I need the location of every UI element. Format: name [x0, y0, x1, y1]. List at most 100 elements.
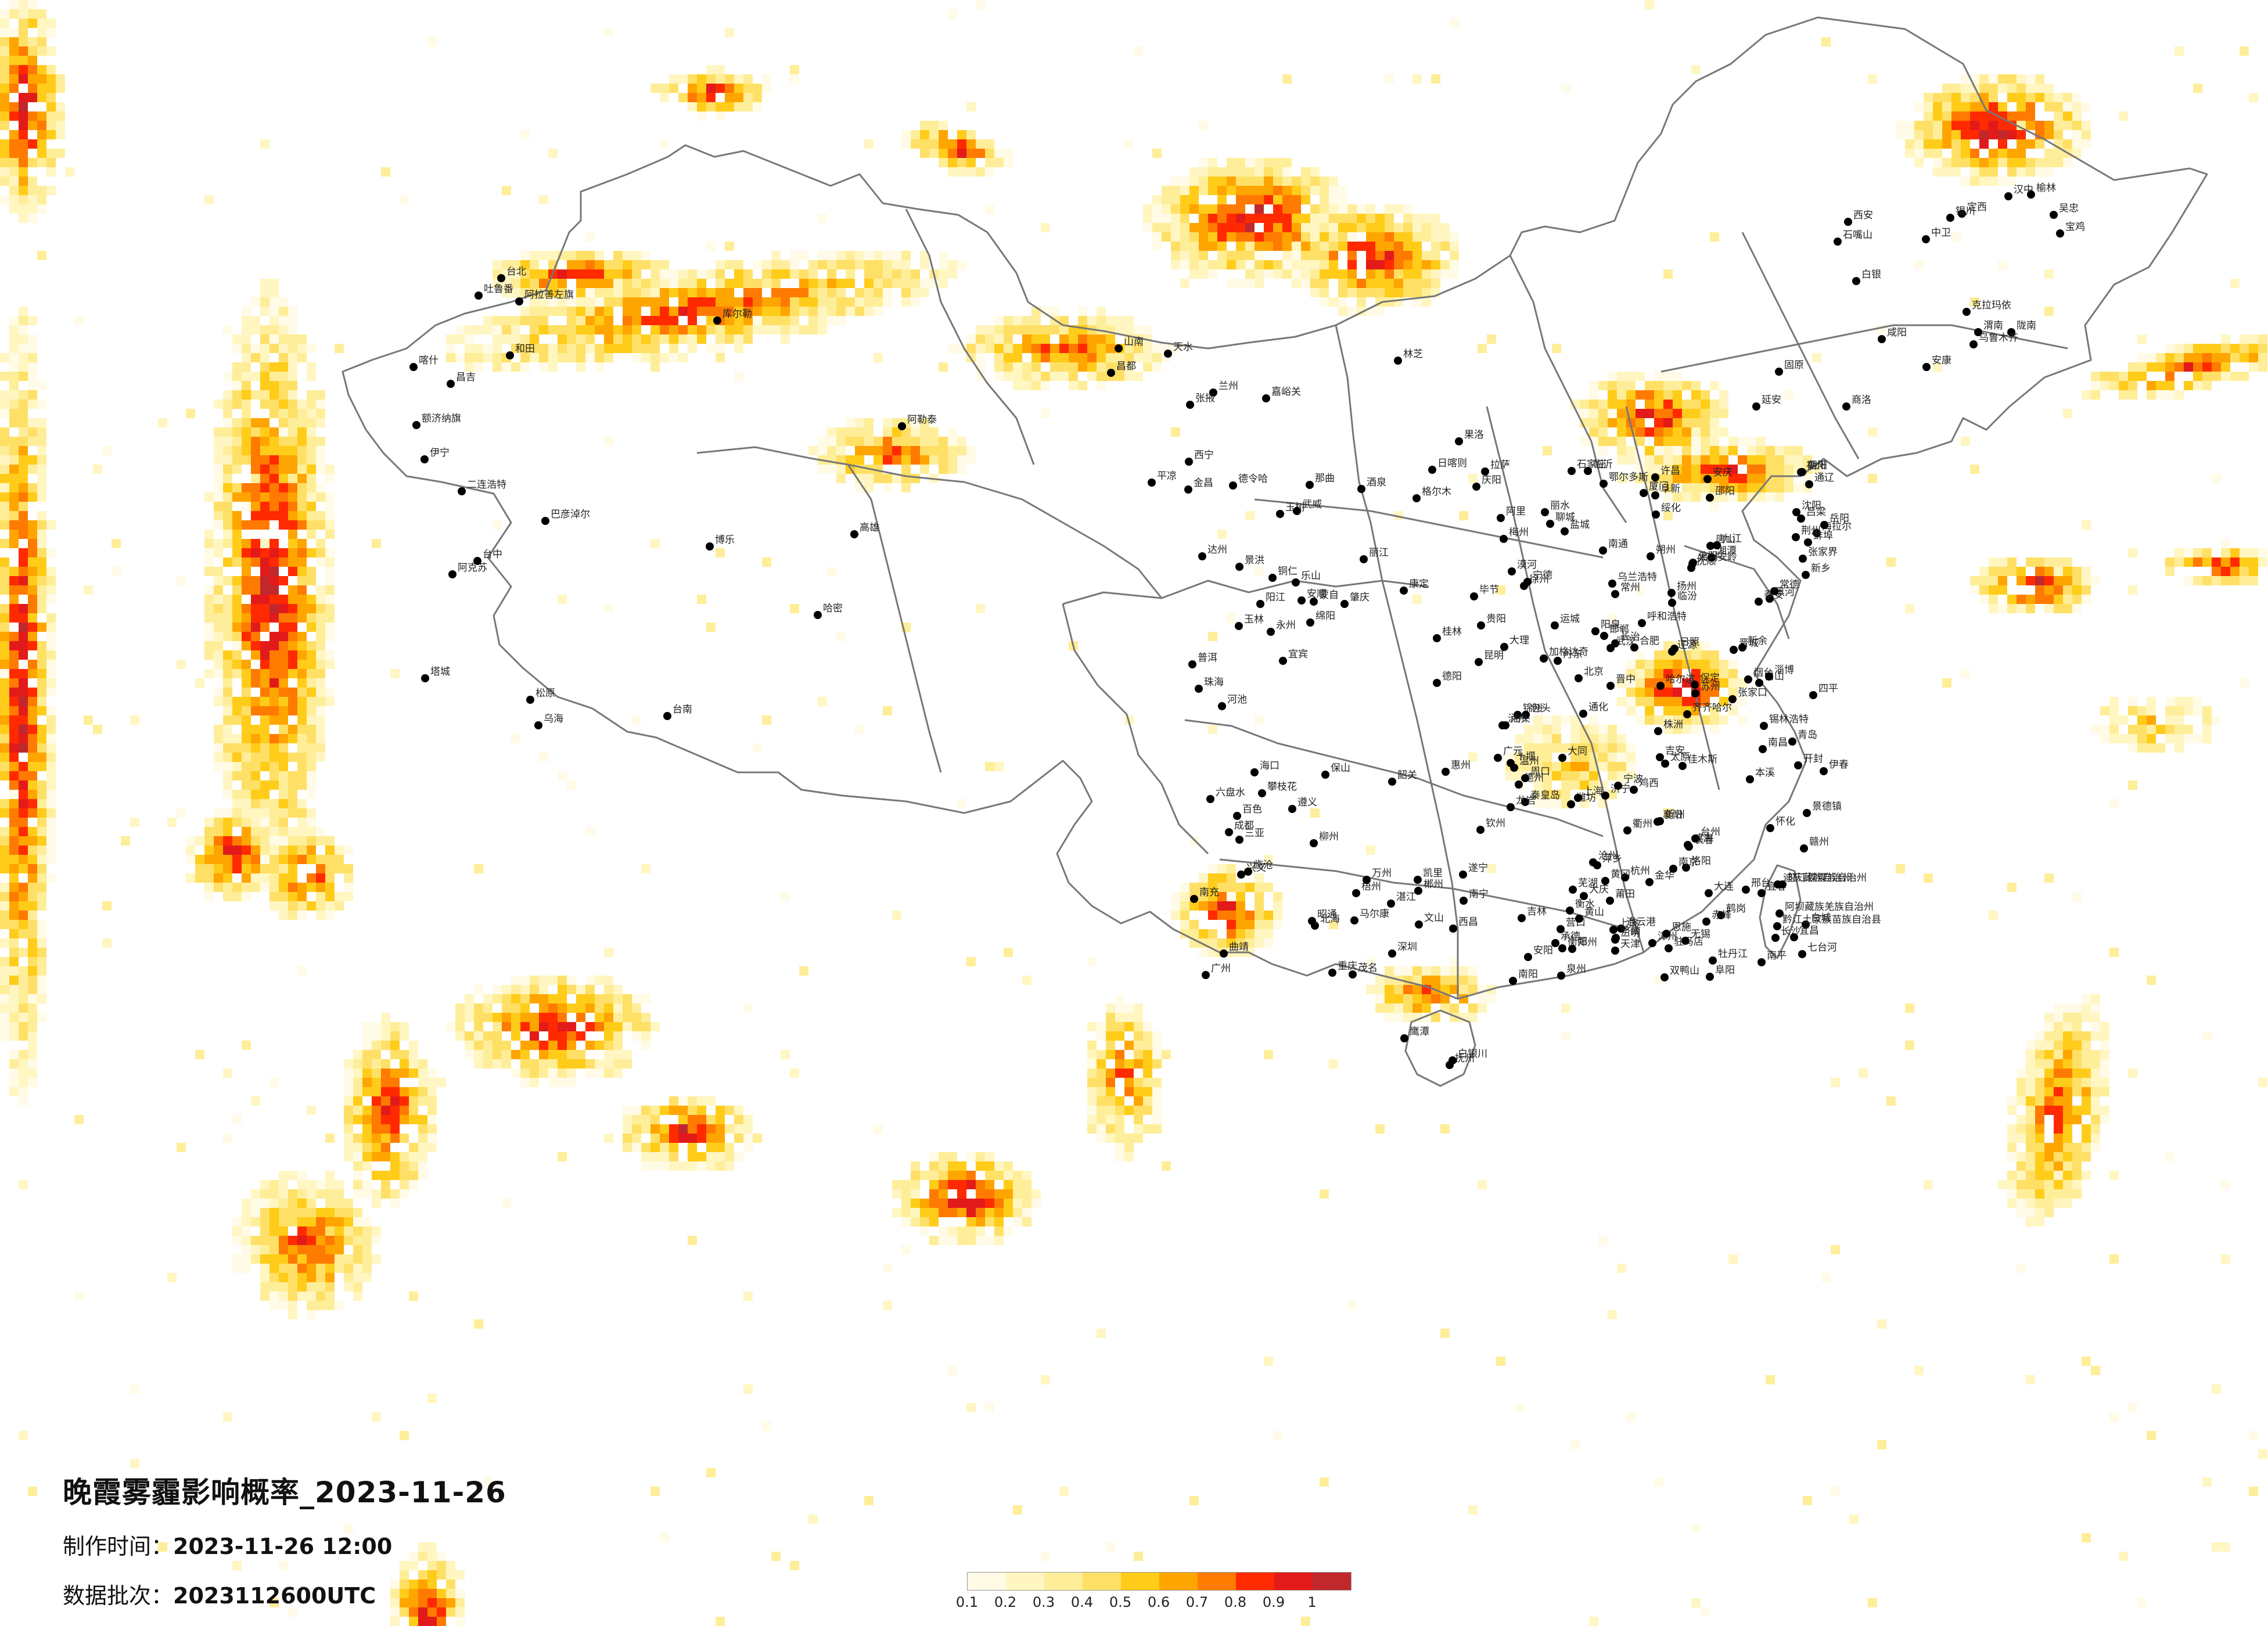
haze-cell [613, 1059, 623, 1069]
haze-cell [2249, 93, 2258, 102]
haze-cell [641, 1041, 650, 1050]
haze-cell [558, 985, 567, 994]
haze-cell [418, 1143, 427, 1152]
haze-cell [260, 715, 269, 725]
haze-cell [2249, 548, 2258, 557]
haze-cell [0, 632, 9, 641]
haze-cell [1320, 177, 1329, 186]
haze-cell [2063, 1106, 2072, 1115]
haze-cell [28, 483, 37, 492]
haze-cell [1608, 790, 1617, 799]
haze-cell [2082, 130, 2091, 139]
haze-cell [948, 269, 957, 279]
haze-cell [2212, 372, 2221, 381]
haze-cell [214, 511, 223, 520]
haze-cell [0, 446, 9, 455]
haze-cell [920, 446, 929, 455]
haze-cell [1663, 381, 1673, 390]
haze-cell [2063, 1069, 2072, 1078]
haze-cell [325, 873, 335, 883]
haze-cell [1673, 437, 1682, 446]
haze-cell [297, 1245, 307, 1254]
haze-cell [1106, 344, 1115, 353]
haze-cell [2249, 557, 2258, 567]
haze-cell [827, 567, 836, 576]
haze-cell [883, 483, 892, 492]
haze-cell [1570, 762, 1580, 771]
haze-cell [1245, 167, 1255, 177]
haze-cell [2202, 715, 2212, 725]
haze-cell [493, 985, 502, 994]
haze-cell [1719, 660, 1728, 669]
haze-cell [1756, 474, 1766, 483]
haze-cell [28, 864, 37, 873]
haze-cell [939, 1189, 948, 1199]
haze-cell [920, 427, 929, 437]
haze-cell [1106, 1050, 1115, 1059]
haze-cell [1515, 743, 1524, 753]
haze-cell [1282, 167, 1292, 177]
haze-cell [1152, 232, 1162, 242]
haze-cell [269, 325, 279, 334]
haze-cell [994, 353, 1004, 362]
haze-cell [1013, 1171, 1022, 1180]
haze-cell [1189, 204, 1199, 214]
haze-cell [604, 985, 613, 994]
haze-cell [251, 1096, 260, 1106]
city-dot [1705, 889, 1713, 897]
haze-cell [335, 344, 344, 353]
haze-cell [1412, 297, 1422, 307]
city-marker: 邢台 [1742, 877, 1771, 894]
haze-cell [1227, 613, 1236, 623]
haze-cell [251, 604, 260, 613]
haze-cell [232, 762, 242, 771]
haze-cell [400, 1180, 409, 1189]
haze-cell [288, 725, 297, 734]
haze-cell [1134, 1096, 1143, 1106]
city-label: 朝阳 [1807, 460, 1827, 472]
haze-cell [511, 288, 520, 297]
haze-cell [307, 344, 316, 353]
haze-cell [1766, 483, 1775, 492]
haze-cell [9, 1087, 19, 1096]
haze-cell [1189, 167, 1199, 177]
haze-cell [223, 688, 232, 697]
haze-cell [223, 400, 232, 409]
haze-cell [502, 316, 511, 325]
haze-cell [251, 595, 260, 604]
haze-cell [260, 390, 269, 400]
haze-cell [19, 771, 28, 780]
haze-cell [28, 111, 37, 121]
haze-cell [297, 1226, 307, 1236]
haze-cell [2054, 1143, 2063, 1152]
haze-cell [279, 911, 288, 920]
haze-cell [19, 520, 28, 530]
haze-cell [1533, 799, 1543, 808]
haze-cell [269, 846, 279, 855]
haze-cell [1217, 260, 1227, 269]
haze-cell [28, 976, 37, 985]
city-dot [1557, 925, 1565, 933]
haze-cell [1180, 214, 1189, 223]
haze-cell [1385, 204, 1394, 214]
haze-cell [242, 437, 251, 446]
haze-cell [604, 994, 613, 1003]
haze-cell [1979, 121, 1989, 130]
haze-cell [1255, 204, 1264, 214]
haze-cell [1710, 455, 1719, 465]
haze-cell [242, 873, 251, 883]
haze-cell [9, 650, 19, 660]
haze-cell [1403, 985, 1412, 994]
haze-cell [688, 269, 697, 279]
haze-cell [2249, 1431, 2258, 1440]
haze-cell [1719, 465, 1728, 474]
haze-cell [725, 334, 734, 344]
haze-cell [632, 325, 641, 334]
haze-cell [1961, 669, 1970, 678]
haze-cell [1914, 130, 1924, 139]
haze-cell [297, 427, 307, 437]
haze-cell [242, 483, 251, 492]
haze-cell [734, 316, 743, 325]
haze-cell [716, 353, 725, 362]
haze-cell [836, 297, 846, 307]
